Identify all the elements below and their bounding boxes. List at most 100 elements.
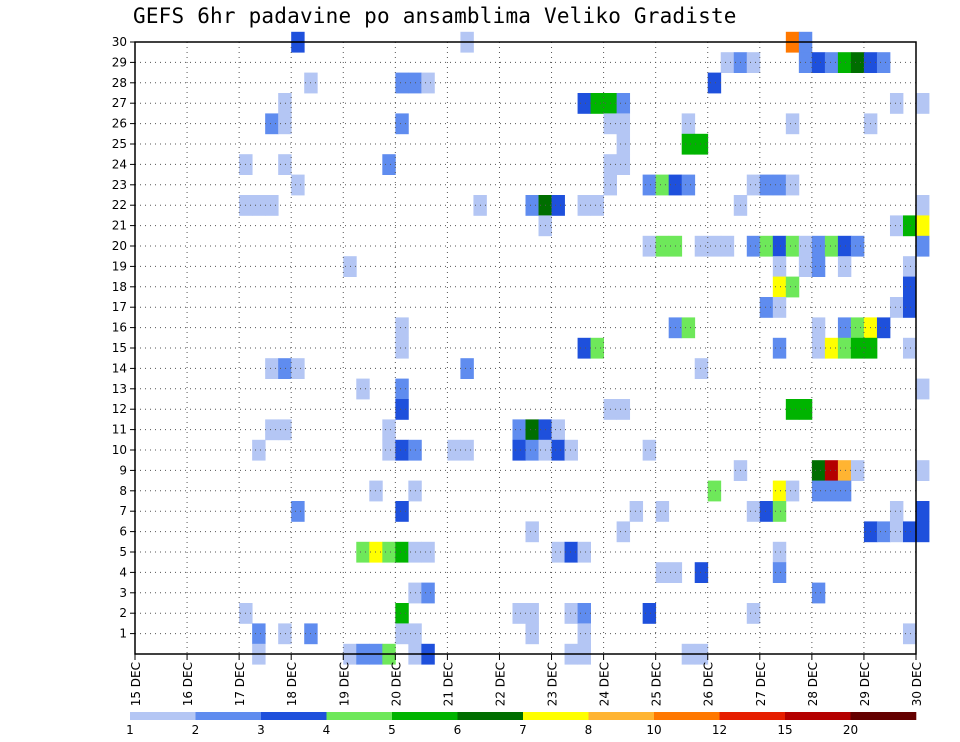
x-tick-label: 28 DEC (806, 662, 820, 706)
heatmap-cell (369, 480, 383, 502)
heatmap-cell (655, 235, 670, 257)
heatmap-cell (720, 52, 735, 73)
heatmap-cell (850, 235, 865, 257)
heatmap-cell (460, 439, 474, 461)
heatmap-cell (252, 623, 266, 645)
heatmap-cell (590, 195, 604, 216)
heatmap-cell (811, 235, 826, 257)
legend-label: 15 (777, 723, 792, 737)
heatmap-cell (837, 480, 852, 502)
heatmap-cell (655, 562, 670, 583)
x-tick-label: 16 DEC (181, 662, 195, 706)
heatmap-cell (421, 582, 435, 604)
heatmap-cell (460, 358, 474, 379)
heatmap-cell (746, 235, 761, 257)
heatmap-cell (889, 93, 904, 114)
heatmap-cell (642, 174, 657, 196)
heatmap-cell (525, 521, 539, 543)
legend-swatch (130, 712, 196, 720)
heatmap-cell (343, 256, 357, 277)
heatmap-cell (876, 521, 891, 543)
heatmap-cell (382, 419, 396, 441)
heatmap-cell (902, 623, 917, 645)
heatmap-cell (655, 174, 670, 196)
legend-swatch (654, 712, 720, 720)
heatmap-cell (616, 399, 631, 420)
heatmap-cell (616, 113, 631, 135)
heatmap-cell (837, 256, 852, 277)
heatmap-cell (889, 521, 904, 543)
y-tick-label: 19 (112, 259, 127, 273)
legend-label: 2 (192, 723, 200, 737)
heatmap-cell (889, 297, 904, 318)
y-tick-label: 6 (119, 525, 127, 539)
heatmap-cell (382, 541, 396, 563)
heatmap-cell (772, 235, 787, 257)
heatmap-cell (694, 358, 709, 379)
heatmap-cell (291, 174, 305, 196)
heatmap-cell (694, 235, 709, 257)
heatmap-cell (447, 439, 461, 461)
heatmap-cell (681, 317, 696, 339)
heatmap-cell (265, 419, 279, 441)
heatmap-cell (707, 72, 722, 94)
y-tick-label: 28 (112, 76, 127, 90)
heatmap-cell (772, 256, 787, 277)
legend-label: 4 (323, 723, 331, 737)
heatmap-cell (694, 562, 709, 583)
heatmap-cell (525, 195, 539, 216)
heatmap-cell (590, 337, 604, 359)
heatmap-cell (551, 419, 565, 441)
x-tick-label: 20 DEC (389, 662, 403, 706)
heatmap-cell (564, 541, 578, 563)
heatmap-cell (811, 256, 826, 277)
heatmap-cell (785, 235, 800, 257)
heatmap-cell (551, 541, 565, 563)
x-tick-label: 15 DEC (129, 662, 143, 706)
legend-label: 3 (257, 723, 265, 737)
heatmap-cell (278, 358, 292, 379)
heatmap-cell (616, 93, 631, 114)
heatmap-cell (811, 317, 826, 339)
heatmap-cell (876, 52, 891, 73)
legend-swatch (785, 712, 851, 720)
heatmap-cell (902, 215, 917, 237)
heatmap-cell (746, 174, 761, 196)
heatmap-cell (902, 337, 917, 359)
heatmap-cell (916, 378, 930, 400)
y-tick-label: 20 (112, 239, 127, 253)
heatmap-cell (291, 358, 305, 379)
x-tick-label: 24 DEC (598, 662, 612, 706)
x-tick-label: 18 DEC (285, 662, 299, 706)
heatmap-cell (278, 154, 292, 175)
heatmap-cell (837, 317, 852, 339)
heatmap-cell (916, 215, 930, 237)
legend-swatch (261, 712, 327, 720)
heatmap-cell (746, 52, 761, 73)
heatmap-cell (564, 603, 578, 624)
heatmap-cell (707, 235, 722, 257)
heatmap-cell (785, 276, 800, 298)
heatmap-cell (382, 154, 396, 175)
heatmap-cell (759, 297, 774, 318)
heatmap-cell (629, 501, 644, 522)
heatmap-cell (577, 603, 591, 624)
y-tick-label: 11 (112, 423, 127, 437)
heatmap-cell (902, 297, 917, 318)
heatmap-cell (395, 113, 409, 135)
legend-swatch (850, 712, 917, 720)
heatmap-cell (252, 195, 266, 216)
heatmap-cell (395, 378, 409, 400)
heatmap-cell (265, 195, 279, 216)
x-tick-label: 27 DEC (754, 662, 768, 706)
heatmap-cell (642, 235, 657, 257)
heatmap-cell (382, 439, 396, 461)
legend-label: 5 (388, 723, 396, 737)
heatmap-cell (525, 623, 539, 645)
heatmap-cell (902, 521, 917, 543)
heatmap-cell (850, 52, 865, 73)
legend-swatch (392, 712, 458, 720)
heatmap-cell (395, 317, 409, 339)
y-tick-label: 3 (119, 586, 127, 600)
heatmap-cell (811, 480, 826, 502)
